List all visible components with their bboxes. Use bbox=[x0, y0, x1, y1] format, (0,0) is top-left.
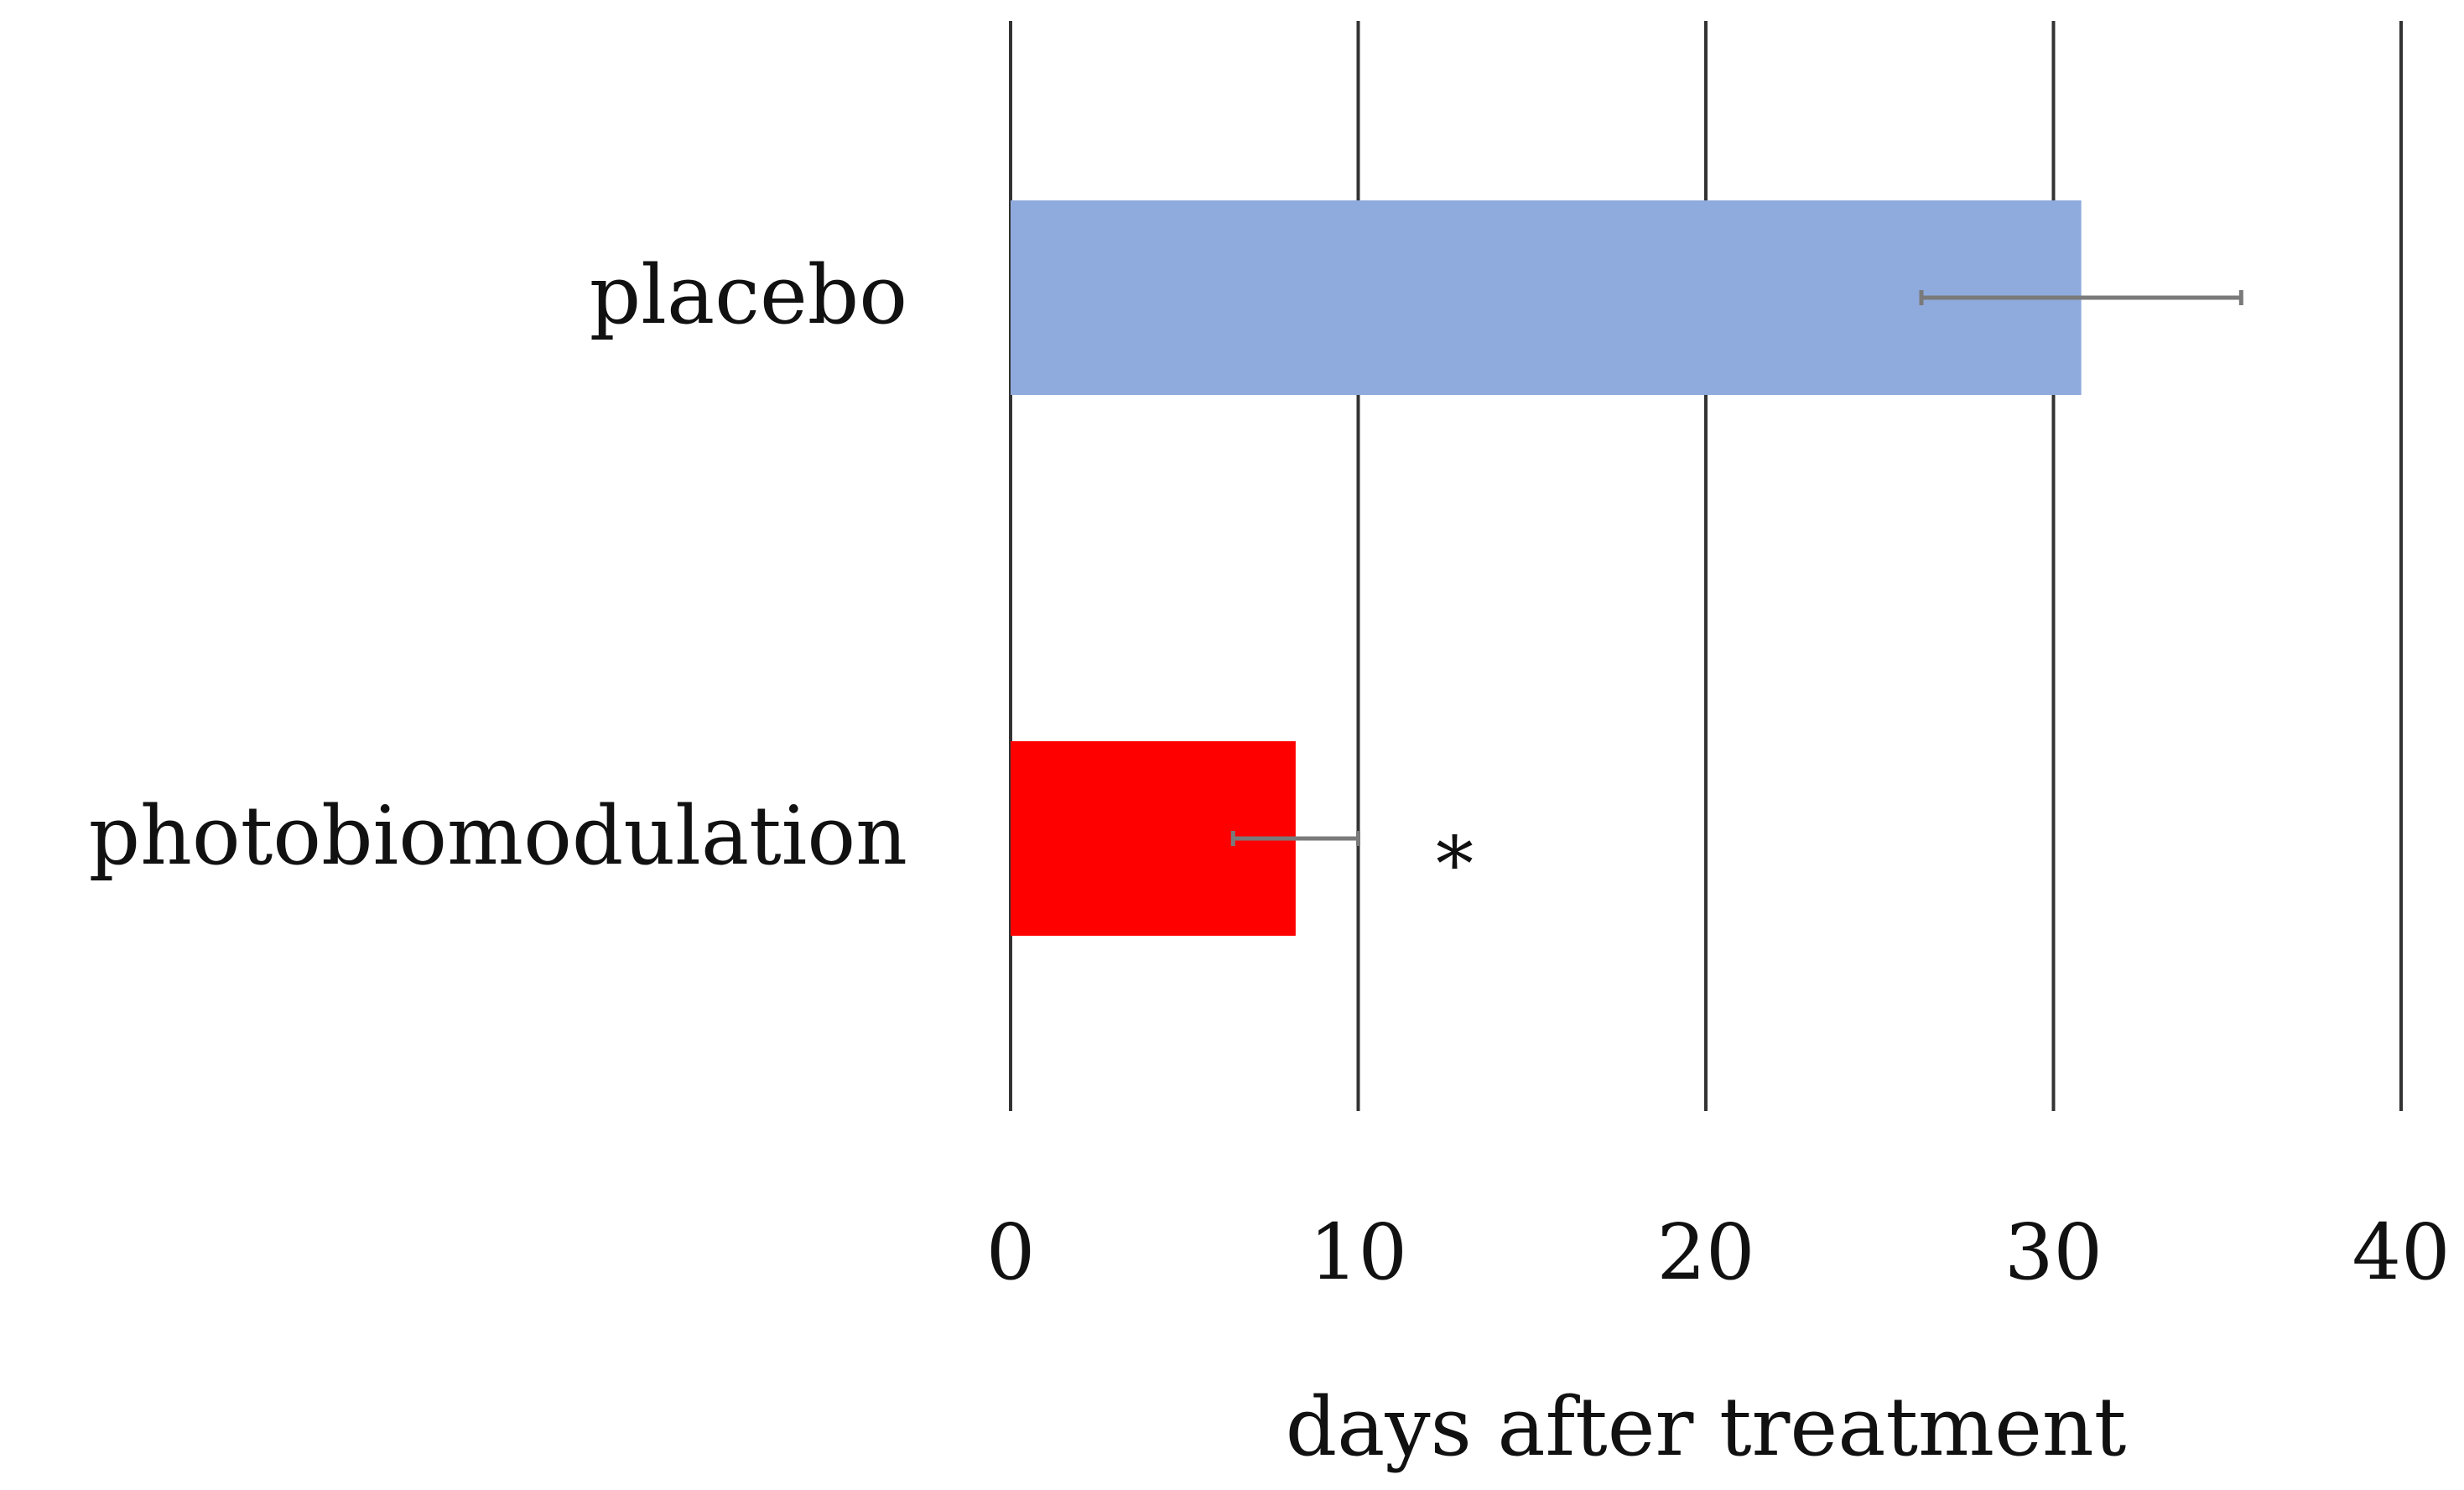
x-tick-label-0: 0 bbox=[986, 1207, 1036, 1297]
significance-marker: * bbox=[1436, 821, 1474, 909]
x-tick-label-20: 20 bbox=[1656, 1207, 1754, 1297]
x-axis-title: days after treatment bbox=[1286, 1380, 2127, 1474]
x-tick-label-30: 30 bbox=[2004, 1207, 2103, 1297]
x-tick-label-10: 10 bbox=[1309, 1207, 1407, 1297]
category-label-photobiomodulation: photobiomodulation bbox=[89, 789, 907, 883]
x-tick-labels: 0 10 20 30 40 bbox=[986, 1207, 2451, 1297]
error-bar-placebo bbox=[1919, 290, 2243, 305]
bar-placebo bbox=[1011, 200, 2082, 395]
error-bars bbox=[1230, 290, 2243, 846]
bars bbox=[1011, 200, 2082, 936]
annotations: * bbox=[1436, 821, 1474, 909]
category-labels: placebo photobiomodulation bbox=[89, 248, 907, 883]
error-bar-photobiomodulation bbox=[1230, 831, 1360, 846]
x-tick-label-40: 40 bbox=[2352, 1207, 2450, 1297]
category-label-placebo: placebo bbox=[590, 248, 907, 342]
gridlines bbox=[1009, 21, 2403, 1111]
